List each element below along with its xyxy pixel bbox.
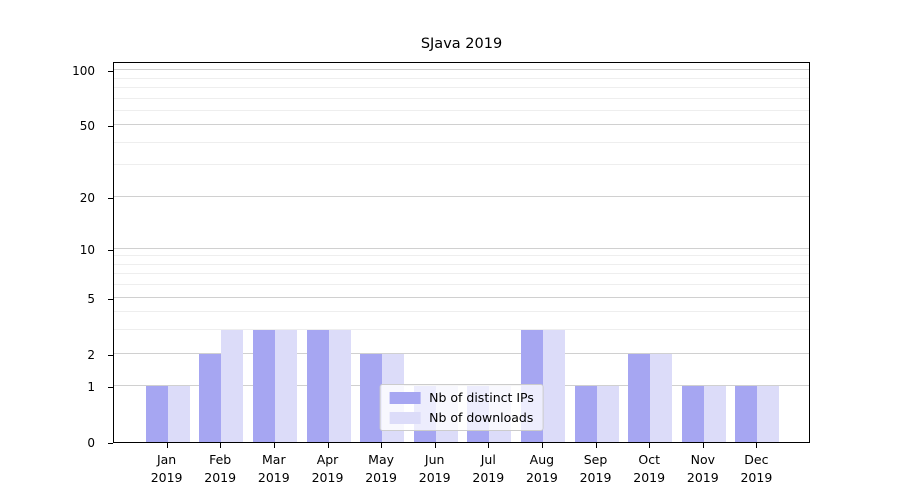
x-tick-mark	[327, 443, 329, 448]
x-tick-label: Sep 2019	[579, 452, 612, 485]
gridline-major	[114, 124, 809, 126]
gridline-major	[114, 247, 809, 249]
x-tick-mark	[702, 443, 704, 448]
x-tick-label: Nov 2019	[686, 452, 719, 485]
y-tick-label: 5	[87, 291, 95, 306]
gridline-minor	[114, 263, 809, 265]
x-tick-mark	[756, 443, 758, 448]
chart-title: SJava 2019	[420, 36, 503, 52]
x-tick-mark	[541, 443, 543, 448]
bar-downloads	[650, 353, 673, 442]
bar-distinct-ips	[145, 386, 168, 442]
gridline-major	[114, 296, 809, 298]
y-tick-mark	[108, 197, 113, 199]
x-tick-mark	[488, 443, 490, 448]
gridline-minor	[114, 164, 809, 166]
gridline-minor	[114, 273, 809, 275]
gridline-minor	[114, 109, 809, 111]
gridline-minor	[114, 255, 809, 257]
y-tick-label: 100	[72, 64, 95, 78]
y-tick-mark	[108, 126, 113, 128]
legend-label-downloads: Nb of downloads	[429, 410, 534, 425]
gridline-minor	[114, 141, 809, 143]
y-tick-label: 20	[79, 190, 95, 205]
x-tick-label: Mar 2019	[257, 452, 290, 485]
bar-downloads	[596, 386, 619, 442]
gridline-minor	[114, 77, 809, 79]
x-tick-label: Feb 2019	[204, 452, 237, 485]
gridline-major	[114, 352, 809, 354]
bar-distinct-ips	[681, 386, 704, 442]
gridline-minor	[114, 86, 809, 88]
gridline-minor	[114, 284, 809, 286]
bar-downloads	[542, 330, 565, 442]
bar-downloads	[221, 330, 244, 442]
x-tick-label: Oct 2019	[633, 452, 666, 485]
x-tick-label: Dec 2019	[740, 452, 773, 485]
x-tick-mark	[595, 443, 597, 448]
y-tick-mark	[108, 298, 113, 300]
legend-row-downloads: Nb of downloads	[389, 410, 534, 425]
bar-distinct-ips	[574, 386, 597, 442]
bar-downloads	[328, 330, 351, 442]
x-tick-label: Apr 2019	[311, 452, 344, 485]
x-tick-label: Jul 2019	[472, 452, 505, 485]
bar-distinct-ips	[306, 330, 329, 442]
legend-row-distinct-ips: Nb of distinct IPs	[389, 390, 534, 405]
y-tick-mark	[108, 249, 113, 251]
plot-area: Nb of distinct IPs Nb of downloads	[113, 62, 810, 443]
x-tick-mark	[220, 443, 222, 448]
gridline-minor	[114, 311, 809, 313]
y-tick-mark	[108, 354, 113, 356]
y-tick-mark	[108, 443, 113, 444]
gridline-minor	[114, 329, 809, 331]
legend-label-distinct-ips: Nb of distinct IPs	[429, 390, 534, 405]
x-tick-mark	[649, 443, 651, 448]
legend: Nb of distinct IPs Nb of downloads	[379, 384, 544, 431]
gridline-major	[114, 69, 809, 70]
bar-distinct-ips	[735, 386, 758, 442]
y-tick-label: 50	[79, 119, 95, 134]
y-tick-mark	[108, 387, 113, 389]
bar-downloads	[757, 386, 780, 442]
y-tick-label: 10	[79, 242, 95, 257]
legend-swatch-downloads	[389, 411, 421, 424]
bar-distinct-ips	[199, 353, 222, 442]
x-tick-mark	[166, 443, 168, 448]
bar-downloads	[703, 386, 726, 442]
y-tick-label: 2	[87, 347, 95, 362]
bar-distinct-ips	[360, 353, 383, 442]
bar-downloads	[274, 330, 297, 442]
gridline-minor	[114, 97, 809, 99]
gridline-major	[114, 195, 809, 197]
y-tick-mark	[108, 71, 113, 72]
y-tick-label: 1	[87, 380, 95, 395]
x-tick-label: Aug 2019	[525, 452, 558, 485]
x-tick-mark	[273, 443, 275, 448]
x-tick-label: May 2019	[365, 452, 397, 485]
x-tick-mark	[381, 443, 383, 448]
x-tick-label: Jan 2019	[150, 452, 183, 485]
bar-downloads	[167, 386, 190, 442]
bar-distinct-ips	[628, 353, 651, 442]
bar-distinct-ips	[252, 330, 275, 442]
legend-swatch-distinct-ips	[389, 391, 421, 404]
y-tick-label: 0	[87, 436, 95, 450]
x-tick-label: Jun 2019	[418, 452, 451, 485]
x-tick-mark	[434, 443, 436, 448]
